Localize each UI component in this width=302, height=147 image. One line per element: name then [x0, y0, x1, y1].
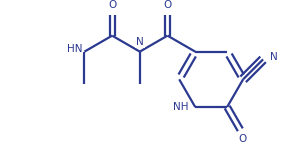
Text: N: N: [136, 37, 144, 47]
Text: O: O: [108, 0, 116, 10]
Text: N: N: [270, 52, 278, 62]
Text: O: O: [163, 0, 172, 10]
Text: O: O: [238, 135, 246, 145]
Text: NH: NH: [173, 102, 189, 112]
Text: HN: HN: [67, 44, 82, 54]
